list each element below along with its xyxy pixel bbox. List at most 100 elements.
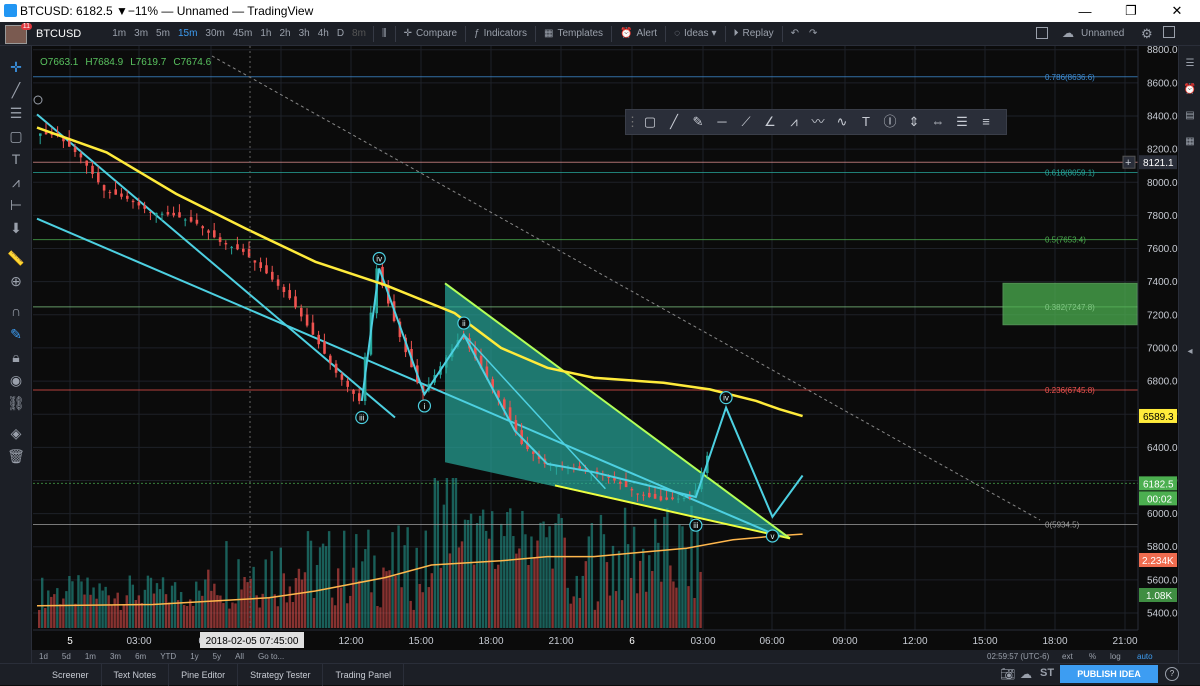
publish-idea-button[interactable]: PUBLISH IDEA	[1060, 665, 1158, 683]
fib-icon[interactable]: ☰	[9, 105, 23, 121]
alerts-icon[interactable]: ⏰	[1183, 84, 1197, 95]
range-all[interactable]: All	[235, 652, 244, 661]
gear-icon[interactable]: ⚙	[1141, 26, 1153, 41]
range-6m[interactable]: 6m	[135, 652, 147, 661]
interval-3m[interactable]: 3m	[134, 28, 149, 39]
log-toggle[interactable]: log	[1110, 652, 1121, 661]
tab-pine-editor[interactable]: Pine Editor	[169, 663, 239, 686]
interval-45m[interactable]: 45m	[232, 28, 253, 39]
rectangle-tool-icon[interactable]: ▢	[643, 114, 657, 129]
ext-toggle[interactable]: ext	[1062, 652, 1073, 661]
collapse-arrow-icon[interactable]: ◂	[1187, 346, 1193, 357]
range-5y[interactable]: 5y	[212, 652, 222, 661]
alert-button[interactable]: ⏰ Alert	[615, 22, 662, 46]
chat-icon[interactable]: ☁	[1020, 667, 1032, 681]
crosshair-icon[interactable]: ✛	[10, 59, 22, 75]
data-window-icon[interactable]: ▤	[1185, 110, 1195, 121]
range-ytd[interactable]: YTD	[160, 652, 177, 661]
line-tool-icon[interactable]: ╱	[670, 114, 678, 129]
zoom-icon[interactable]: ⊕	[10, 273, 22, 289]
trash-icon[interactable]: 🗑︎	[7, 448, 25, 464]
fib-retracement-icon[interactable]: ☰	[956, 114, 968, 129]
rectangle-icon[interactable]: ▢	[9, 128, 23, 144]
arrow-down-icon[interactable]: ⬇	[10, 220, 22, 236]
date-range-icon[interactable]: ⇔	[931, 114, 945, 129]
compare-button[interactable]: ✛ Compare	[399, 22, 463, 46]
range-3m[interactable]: 3m	[109, 652, 122, 661]
lock-icon[interactable]: 🔒︎	[12, 349, 20, 365]
snapshot-icon[interactable]	[1163, 26, 1175, 38]
templates-button[interactable]: ▦ Templates	[539, 22, 608, 46]
symbol-search[interactable]: BTCUSD	[36, 27, 82, 40]
range-1m[interactable]: 1m	[84, 652, 96, 661]
range-5d[interactable]: 5d	[61, 652, 71, 661]
pattern-icon[interactable]: ⩘	[12, 174, 20, 190]
horizontal-line-icon[interactable]: ─	[717, 114, 727, 129]
undo-icon[interactable]: ↶	[790, 28, 800, 39]
trend-line-icon[interactable]: ╱	[11, 82, 21, 98]
wave-pattern-icon[interactable]: ∿	[836, 114, 848, 129]
interval-4h[interactable]: 4h	[317, 28, 329, 39]
minimize-button[interactable]: —	[1078, 3, 1092, 19]
interval-D[interactable]: D	[336, 28, 345, 39]
close-button[interactable]: ✕	[1171, 3, 1183, 18]
layers-icon[interactable]: ◈	[10, 425, 22, 441]
ideas-button[interactable]: ◌ Ideas ▾	[669, 22, 721, 46]
interval-15m[interactable]: 15m	[177, 28, 198, 39]
camera-icon[interactable]: 📷︎	[1000, 667, 1016, 681]
tab-trading-panel[interactable]: Trading Panel	[323, 663, 405, 686]
volume-bar	[207, 569, 210, 628]
auto-toggle[interactable]: auto	[1137, 652, 1153, 661]
ruler-icon[interactable]: 📏	[7, 250, 25, 266]
text-icon[interactable]: T	[11, 151, 21, 167]
price-axis-tick: 7200.0	[1147, 310, 1178, 321]
layout-name[interactable]: Unnamed	[1081, 28, 1125, 39]
drag-handle-icon[interactable]: ⋮	[626, 114, 639, 129]
angle-tool-icon[interactable]: ∠	[764, 114, 776, 129]
interval-8m[interactable]: 8m	[352, 28, 366, 39]
help-icon[interactable]: ?	[1165, 667, 1179, 681]
maximize-button[interactable]: ❐	[1125, 3, 1137, 18]
ray-tool-icon[interactable]: ⟋	[741, 114, 751, 129]
candle-body	[340, 374, 344, 380]
abcd-pattern-icon[interactable]: ⩘	[790, 114, 798, 129]
text-tool-icon[interactable]: T	[862, 114, 870, 129]
magnet-icon[interactable]: ∩	[10, 303, 22, 319]
range-goto[interactable]: Go to...	[257, 652, 285, 661]
stay-drawing-icon[interactable]: ✎	[10, 326, 22, 342]
interval-2h[interactable]: 2h	[279, 28, 291, 39]
fib-channel-icon[interactable]: ≡	[982, 114, 990, 129]
eye-icon[interactable]: ◉	[9, 372, 23, 388]
fullscreen-icon[interactable]	[1036, 27, 1048, 39]
indicators-button[interactable]: ƒ Indicators	[469, 22, 532, 46]
tab-strategy-tester[interactable]: Strategy Tester	[238, 663, 324, 686]
price-range-icon[interactable]: ⇕	[908, 114, 920, 129]
interval-5m[interactable]: 5m	[156, 28, 170, 39]
brush-tool-icon[interactable]: ✎	[692, 114, 704, 129]
volume-bar	[216, 595, 219, 628]
anchored-text-icon[interactable]: Ⓘ	[883, 114, 897, 129]
interval-1m[interactable]: 1m	[112, 28, 127, 39]
toolbar-divider	[465, 25, 467, 42]
percent-toggle[interactable]: %	[1089, 652, 1097, 661]
watchlist-icon[interactable]: ☰	[1185, 58, 1195, 69]
wave-label-circle	[719, 391, 733, 405]
tab-screener[interactable]: Screener	[40, 663, 102, 686]
calendar-icon[interactable]: ▦	[1185, 136, 1195, 147]
replay-button[interactable]: ⏵ Replay	[729, 22, 779, 46]
range-1y[interactable]: 1y	[190, 652, 199, 661]
avatar[interactable]: 11	[5, 23, 32, 44]
range-1d[interactable]: 1d	[39, 652, 48, 661]
measure-icon[interactable]: ⊢	[9, 197, 23, 213]
interval-3h[interactable]: 3h	[298, 28, 310, 39]
stocktwits-icon[interactable]: ST	[1040, 667, 1055, 679]
link-icon[interactable]: ⛓	[7, 395, 25, 411]
tab-text-notes[interactable]: Text Notes	[102, 663, 170, 686]
chart-type-icon[interactable]: ⫼	[381, 28, 387, 39]
elliott-wave-icon[interactable]: 〰	[811, 114, 825, 129]
time-axis-tick: 21:00	[1112, 636, 1137, 647]
interval-30m[interactable]: 30m	[205, 28, 225, 39]
interval-1h[interactable]: 1h	[260, 28, 272, 39]
redo-icon[interactable]: ↷	[809, 28, 818, 39]
